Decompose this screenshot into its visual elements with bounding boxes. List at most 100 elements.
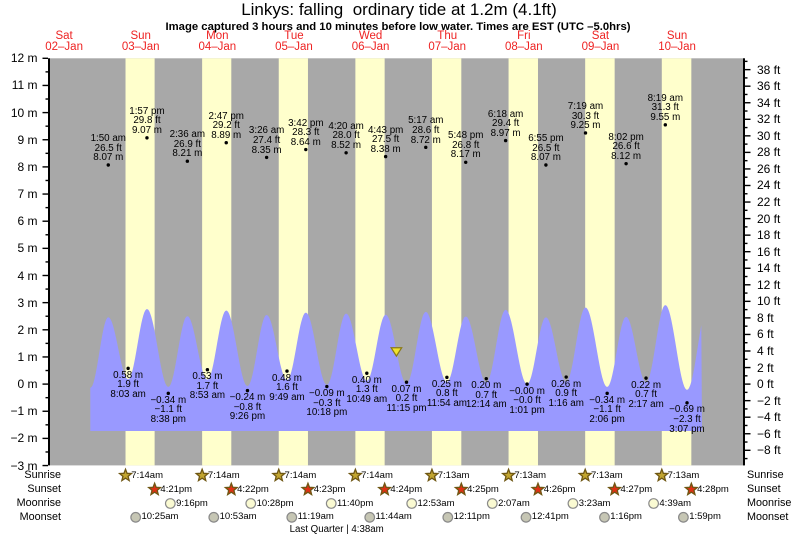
moonrise-circle-icon <box>164 498 176 509</box>
high-tide-label: 2:47 pm 29.2 ft 8.89 m <box>208 110 244 141</box>
right-axis-minor-tick <box>745 176 748 178</box>
day-label: Sun 03–Jan <box>121 29 160 53</box>
right-axis-major-tick <box>745 449 751 452</box>
right-axis-major-tick <box>745 366 751 369</box>
high-tide-dot <box>145 136 149 140</box>
right-axis-major-tick <box>745 102 751 104</box>
high-tide-dot <box>424 145 428 150</box>
moonset-circle-icon <box>364 511 376 523</box>
tide-curve <box>90 305 703 431</box>
sunset-time: 4:23pm <box>313 483 346 495</box>
moonrise-time: 2:07am <box>498 497 530 509</box>
moonset-circle-icon <box>678 511 689 523</box>
high-tide-dot <box>583 131 588 135</box>
sunset-time: 4:27pm <box>620 483 653 495</box>
sunset-row-label-left: Sunset <box>27 483 61 496</box>
day-label: Fri 08–Jan <box>504 29 543 53</box>
right-axis-major-tick <box>745 267 751 269</box>
y-axis-left-label: 0 m <box>17 377 38 392</box>
left-axis-major-tick <box>42 57 48 59</box>
high-tide-dot <box>185 159 190 163</box>
y-axis-right-label: 2 ft <box>757 360 774 375</box>
right-axis-minor-tick <box>745 391 748 394</box>
right-axis-minor-tick <box>745 193 748 195</box>
moonset-time: 1:59pm <box>689 511 721 523</box>
y-axis-left-label: −1 m <box>10 404 38 419</box>
low-tide-label: −0.69 m −2.3 ft 3:07 pm <box>669 404 705 435</box>
low-tide-label: −0.24 m −0.8 ft 9:26 pm <box>229 392 266 423</box>
high-tide-dot <box>344 151 348 155</box>
sunrise-time: 7:13am <box>590 469 623 481</box>
sunset-star-icon <box>453 481 469 496</box>
left-axis-major-tick <box>42 356 48 358</box>
day-label: Thu 07–Jan <box>428 29 467 53</box>
moonset-time: 11:19am <box>297 511 334 523</box>
low-tide-dot <box>525 382 529 386</box>
y-axis-left-label: −2 m <box>10 431 38 446</box>
left-axis-minor-tick <box>45 451 48 453</box>
high-tide-label: 3:42 pm 28.3 ft 8.64 m <box>288 117 324 148</box>
right-axis-major-tick <box>745 433 751 435</box>
low-tide-label: 0.20 m 0.7 ft 12:14 am <box>465 380 507 411</box>
right-axis-minor-tick <box>745 259 748 261</box>
right-axis-major-tick <box>745 135 751 137</box>
sunrise-star-icon <box>577 467 593 482</box>
left-axis-major-tick <box>42 464 48 467</box>
low-tide-dot <box>404 380 409 384</box>
sunset-star-icon <box>147 481 163 496</box>
sunrise-star-icon <box>194 467 210 482</box>
y-axis-left-label: 11 m <box>11 78 38 93</box>
low-tide-label: −0.09 m −0.3 ft 10:18 pm <box>306 388 348 419</box>
low-tide-dot <box>484 376 488 381</box>
y-axis-left-label: 12 m <box>10 51 38 66</box>
high-tide-dot <box>544 163 548 167</box>
y-axis-right-label: 8 ft <box>757 310 774 325</box>
right-axis-minor-tick <box>745 226 748 228</box>
y-axis-right-label: 24 ft <box>757 178 781 193</box>
moon-phase-label: Last Quarter | 4:38am <box>289 523 384 535</box>
high-tide-label: 4:20 am 28.0 ft 8.52 m <box>328 120 364 151</box>
right-axis-minor-tick <box>745 408 748 410</box>
y-axis-left-label: 2 m <box>17 322 38 337</box>
right-axis-minor-tick <box>745 358 748 360</box>
current-tide-marker <box>390 347 403 358</box>
high-tide-dot <box>624 161 628 166</box>
y-axis-right-label: 26 ft <box>757 161 781 176</box>
sunset-star-icon <box>223 481 239 496</box>
y-axis-right-label: 32 ft <box>757 112 781 127</box>
right-axis-major-tick <box>745 118 751 120</box>
right-axis-major-tick <box>745 68 751 71</box>
low-tide-dot <box>605 391 609 396</box>
left-axis-major-tick <box>42 111 48 114</box>
right-axis-minor-tick <box>745 143 748 145</box>
right-axis-minor-tick <box>745 110 748 112</box>
right-axis-major-tick <box>745 399 751 402</box>
moonrise-time: 9:16pm <box>176 497 208 509</box>
low-tide-dot <box>445 375 449 380</box>
low-tide-label: 0.22 m 0.7 ft 2:17 am <box>628 379 664 410</box>
y-axis-left-label: 6 m <box>17 214 38 229</box>
y-axis-right-label: 10 ft <box>757 294 781 309</box>
y-axis-left-label: 10 m <box>10 105 38 120</box>
right-axis-major-tick <box>745 234 751 236</box>
right-axis-minor-tick <box>745 424 748 427</box>
right-axis-minor-tick <box>745 126 748 129</box>
sunrise-time: 7:13am <box>667 469 700 481</box>
right-axis-major-tick <box>745 184 751 187</box>
moonset-time: 10:53am <box>219 511 257 523</box>
left-axis-major-tick <box>42 139 48 141</box>
day-label: Sun 10–Jan <box>658 29 696 53</box>
sunset-time: 4:25pm <box>467 483 499 495</box>
moonset-time: 1:16pm <box>610 511 642 523</box>
sunrise-row-label-right: Sunrise <box>747 469 784 482</box>
left-axis-minor-tick <box>45 315 48 317</box>
y-axis-left-label: 4 m <box>17 268 38 283</box>
y-axis-left-label: 8 m <box>17 159 38 174</box>
moonset-circle-icon <box>520 511 532 523</box>
right-axis-major-tick <box>745 250 751 253</box>
sunset-star-icon <box>607 481 623 496</box>
day-label: Tue 05–Jan <box>275 29 313 53</box>
high-tide-dot <box>663 123 668 127</box>
right-axis-minor-tick <box>745 159 748 162</box>
